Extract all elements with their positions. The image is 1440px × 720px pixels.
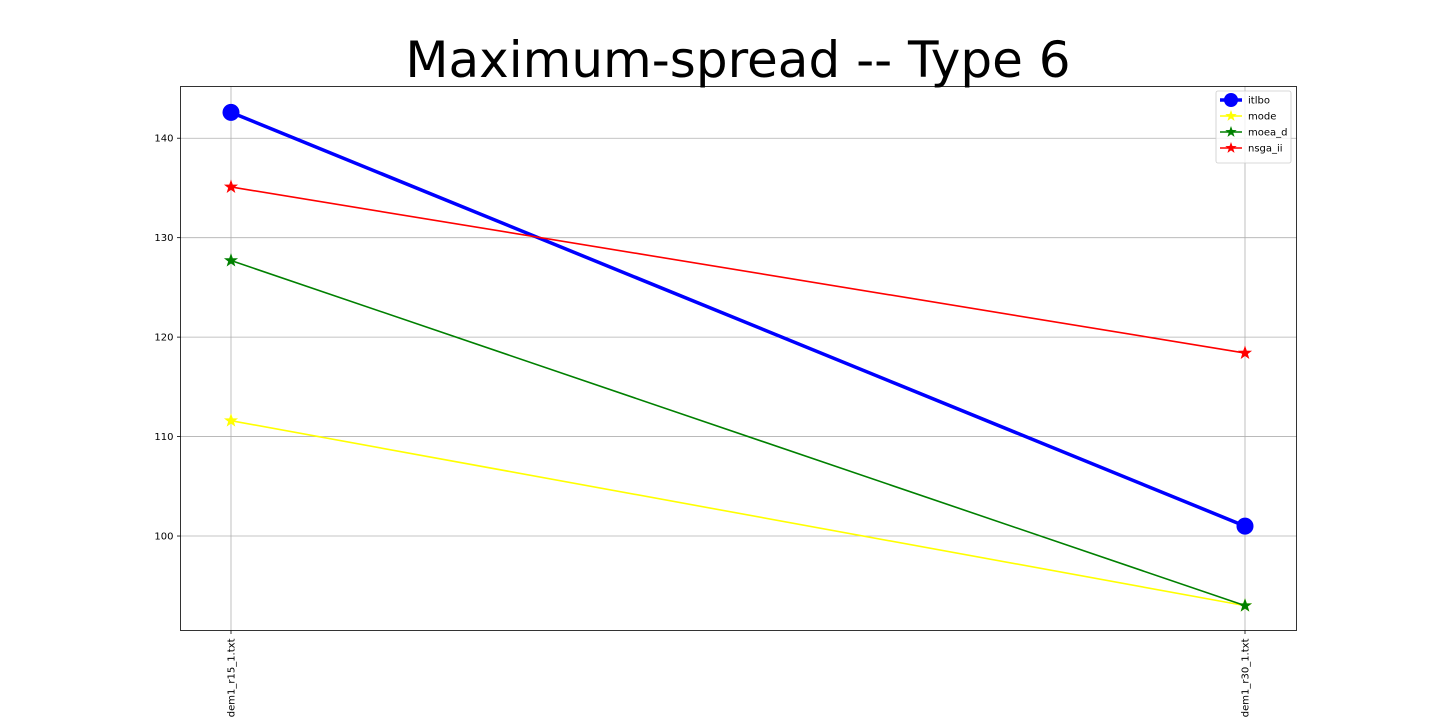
y-tick-label: 110	[154, 432, 173, 443]
legend-entry-moea_d: moea_d	[1220, 126, 1288, 139]
series-line-nsga_ii	[230, 186, 1246, 354]
legend-entry-nsga_ii: nsga_ii	[1220, 142, 1283, 155]
legend-label: moea_d	[1248, 128, 1288, 139]
legend-entry-itlbo: itlbo	[1220, 93, 1270, 107]
series-moea_d	[223, 253, 1253, 612]
data-point-itlbo	[222, 103, 240, 121]
legend-marker	[1225, 126, 1237, 137]
y-tick-label: 140	[154, 134, 173, 145]
legend-entry-mode: mode	[1220, 110, 1276, 123]
data-point-itlbo	[1236, 517, 1254, 535]
series-itlbo	[222, 103, 1254, 535]
data-point-nsga_ii	[223, 179, 239, 193]
series-nsga_ii	[223, 179, 1253, 360]
legend: itlbo mode moea_d nsga_ii	[1215, 90, 1292, 164]
series-line-mode	[230, 419, 1246, 607]
series-line-itlbo	[230, 110, 1246, 528]
chart-title: Maximum-spread -- Type 6	[405, 31, 1070, 89]
legend-label: mode	[1248, 112, 1276, 123]
series-layer	[222, 103, 1254, 612]
y-tick-label: 100	[154, 532, 173, 543]
data-point-nsga_ii	[1237, 345, 1253, 360]
grid-layer	[180, 86, 1297, 631]
legend-marker	[1225, 110, 1237, 121]
series-line-moea_d	[230, 259, 1246, 607]
data-point-moea_d	[223, 253, 239, 267]
data-point-moea_d	[1237, 598, 1253, 612]
x-tick-label: dem1_r30_1.txt	[1241, 638, 1252, 717]
legend-label: nsga_ii	[1248, 144, 1283, 155]
y-tick-label: 130	[154, 233, 173, 244]
legend-label: itlbo	[1248, 96, 1270, 107]
legend-marker	[1225, 142, 1237, 153]
tick-layer: 100 110 120 130 140 dem1_r15_1.txt dem1_r30_1.…	[154, 134, 1251, 718]
x-tick-label: dem1_r15_1.txt	[227, 638, 238, 717]
legend-box	[1215, 90, 1292, 164]
series-mode	[223, 413, 1253, 612]
data-point-mode	[223, 413, 239, 427]
y-tick-label: 120	[154, 333, 173, 344]
axes-frame	[180, 86, 1297, 631]
legend-marker	[1224, 93, 1238, 107]
